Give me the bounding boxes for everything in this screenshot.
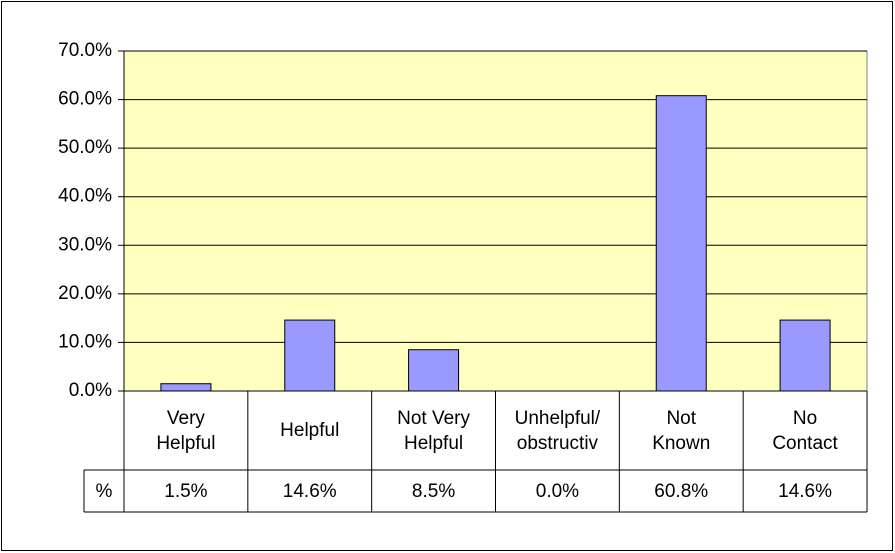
value-label: 14.6% [282, 480, 337, 502]
category-label: Not Very Helpful [397, 407, 470, 454]
category-label: Not Known [652, 407, 711, 454]
legend-entry: % [95, 480, 113, 502]
value-label: 60.8% [654, 480, 709, 502]
bar [408, 349, 460, 392]
y-tick-label: 40.0% [58, 186, 112, 207]
y-tick-label: 0.0% [69, 380, 112, 401]
y-tick-label: 10.0% [58, 331, 112, 352]
bar [160, 383, 212, 392]
category-label: Very Helpful [156, 407, 216, 454]
value-label: 8.5% [411, 480, 456, 502]
plot-area [123, 50, 868, 392]
value-label: 1.5% [164, 480, 208, 502]
y-tick-label: 70.0% [58, 40, 112, 61]
category-label: Unhelpful/ obstructiv [514, 407, 601, 454]
y-tick-label: 20.0% [58, 283, 112, 304]
value-label: 14.6% [778, 480, 832, 502]
category-label: No Contact [772, 407, 838, 454]
bar [779, 319, 831, 392]
bar [655, 95, 707, 392]
y-tick-label: 50.0% [58, 137, 112, 158]
y-tick-label: 60.0% [58, 89, 112, 110]
category-label: Helpful [280, 420, 340, 441]
value-label: 0.0% [535, 480, 580, 502]
bar [284, 319, 336, 392]
y-tick-label: 30.0% [58, 234, 112, 255]
